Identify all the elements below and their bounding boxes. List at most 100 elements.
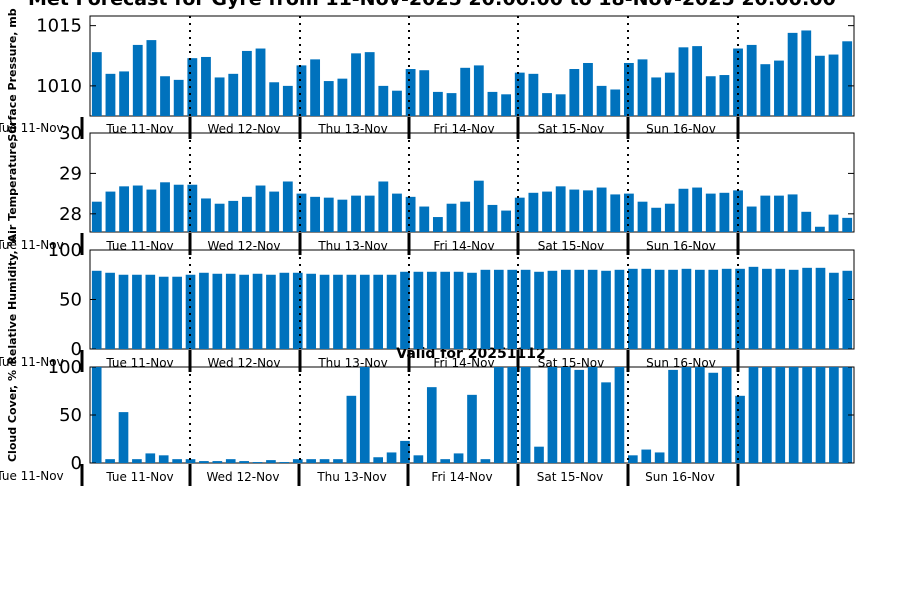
bar — [440, 459, 451, 463]
bar — [241, 196, 252, 232]
bar — [842, 217, 853, 232]
bar — [473, 65, 484, 116]
bar — [719, 75, 730, 116]
bar — [269, 191, 280, 232]
bar — [692, 46, 703, 117]
bar — [534, 271, 544, 349]
bar — [583, 190, 593, 232]
bar — [610, 194, 621, 232]
bar — [487, 91, 498, 116]
y-axis-label: Surface Pressure, mb — [6, 8, 19, 141]
y-tick-label: 50 — [59, 405, 82, 426]
bar — [279, 272, 290, 349]
bar — [760, 64, 771, 116]
bar — [735, 395, 745, 463]
bar — [480, 269, 491, 349]
y-tick-label: 29 — [59, 163, 82, 184]
bar — [628, 268, 638, 349]
bar — [569, 69, 580, 116]
bar — [386, 274, 397, 349]
bar — [225, 459, 236, 463]
bar — [678, 188, 689, 232]
bar — [708, 269, 719, 349]
bar — [239, 461, 249, 463]
bar — [160, 182, 170, 232]
bar — [323, 197, 334, 232]
bar — [842, 367, 853, 463]
bar — [214, 77, 225, 116]
plot-frame — [89, 15, 855, 117]
bar — [814, 55, 825, 116]
bar — [774, 60, 784, 116]
bar — [255, 48, 266, 116]
bar — [501, 210, 512, 232]
bar — [842, 270, 853, 349]
bar — [719, 192, 730, 232]
bar — [637, 201, 648, 232]
bar — [132, 274, 142, 349]
bar — [815, 367, 826, 463]
bar — [201, 198, 211, 232]
bar — [386, 452, 397, 463]
bar — [132, 44, 143, 116]
x-day-label: Wed 12-Nov — [208, 239, 281, 253]
bar — [187, 58, 198, 116]
bar — [333, 459, 343, 463]
bar — [664, 72, 675, 116]
bar — [119, 186, 130, 232]
bar — [828, 214, 839, 232]
y-tick-label: 1015 — [36, 16, 82, 37]
x-day-label: Thu 13-Nov — [317, 356, 387, 370]
bar — [282, 181, 293, 232]
bar — [623, 62, 634, 116]
bar — [467, 272, 477, 349]
x-day-label: Thu 13-Nov — [317, 122, 387, 136]
bar — [319, 459, 330, 463]
bar — [681, 367, 692, 463]
x-day-label: Fri 14-Nov — [431, 470, 492, 484]
bar — [252, 273, 263, 349]
bar — [306, 459, 316, 463]
bar — [185, 459, 196, 463]
bar — [574, 369, 585, 463]
x-day-label: Thu 13-Nov — [317, 239, 387, 253]
bar — [91, 52, 102, 116]
bar — [705, 193, 716, 232]
x-day-label: Sun 16-Nov — [645, 470, 715, 484]
bar — [735, 268, 745, 349]
bar — [574, 269, 585, 349]
bar — [705, 76, 716, 116]
bar — [319, 274, 330, 349]
bar — [733, 48, 743, 116]
bar — [775, 367, 786, 463]
bar — [373, 457, 383, 463]
bar — [419, 206, 430, 232]
bar — [323, 81, 334, 116]
plot-frame — [89, 132, 855, 233]
bar — [105, 73, 116, 116]
bar — [788, 367, 799, 463]
bar — [378, 85, 389, 116]
bar — [678, 47, 689, 116]
bar — [132, 185, 143, 232]
bar — [651, 207, 662, 232]
bar — [413, 455, 424, 463]
y-tick-label: 30 — [59, 123, 82, 144]
bar — [160, 76, 170, 116]
bar — [173, 79, 184, 116]
bar — [507, 269, 518, 349]
bar — [400, 440, 410, 463]
x-day-label: Sun 16-Nov — [646, 239, 716, 253]
bar — [542, 191, 552, 232]
bar — [364, 195, 375, 232]
bar — [695, 269, 705, 349]
bar — [212, 273, 223, 349]
bar — [158, 276, 169, 349]
bar — [748, 367, 759, 463]
x-day-label: Wed 12-Nov — [207, 470, 280, 484]
bar — [641, 449, 652, 463]
